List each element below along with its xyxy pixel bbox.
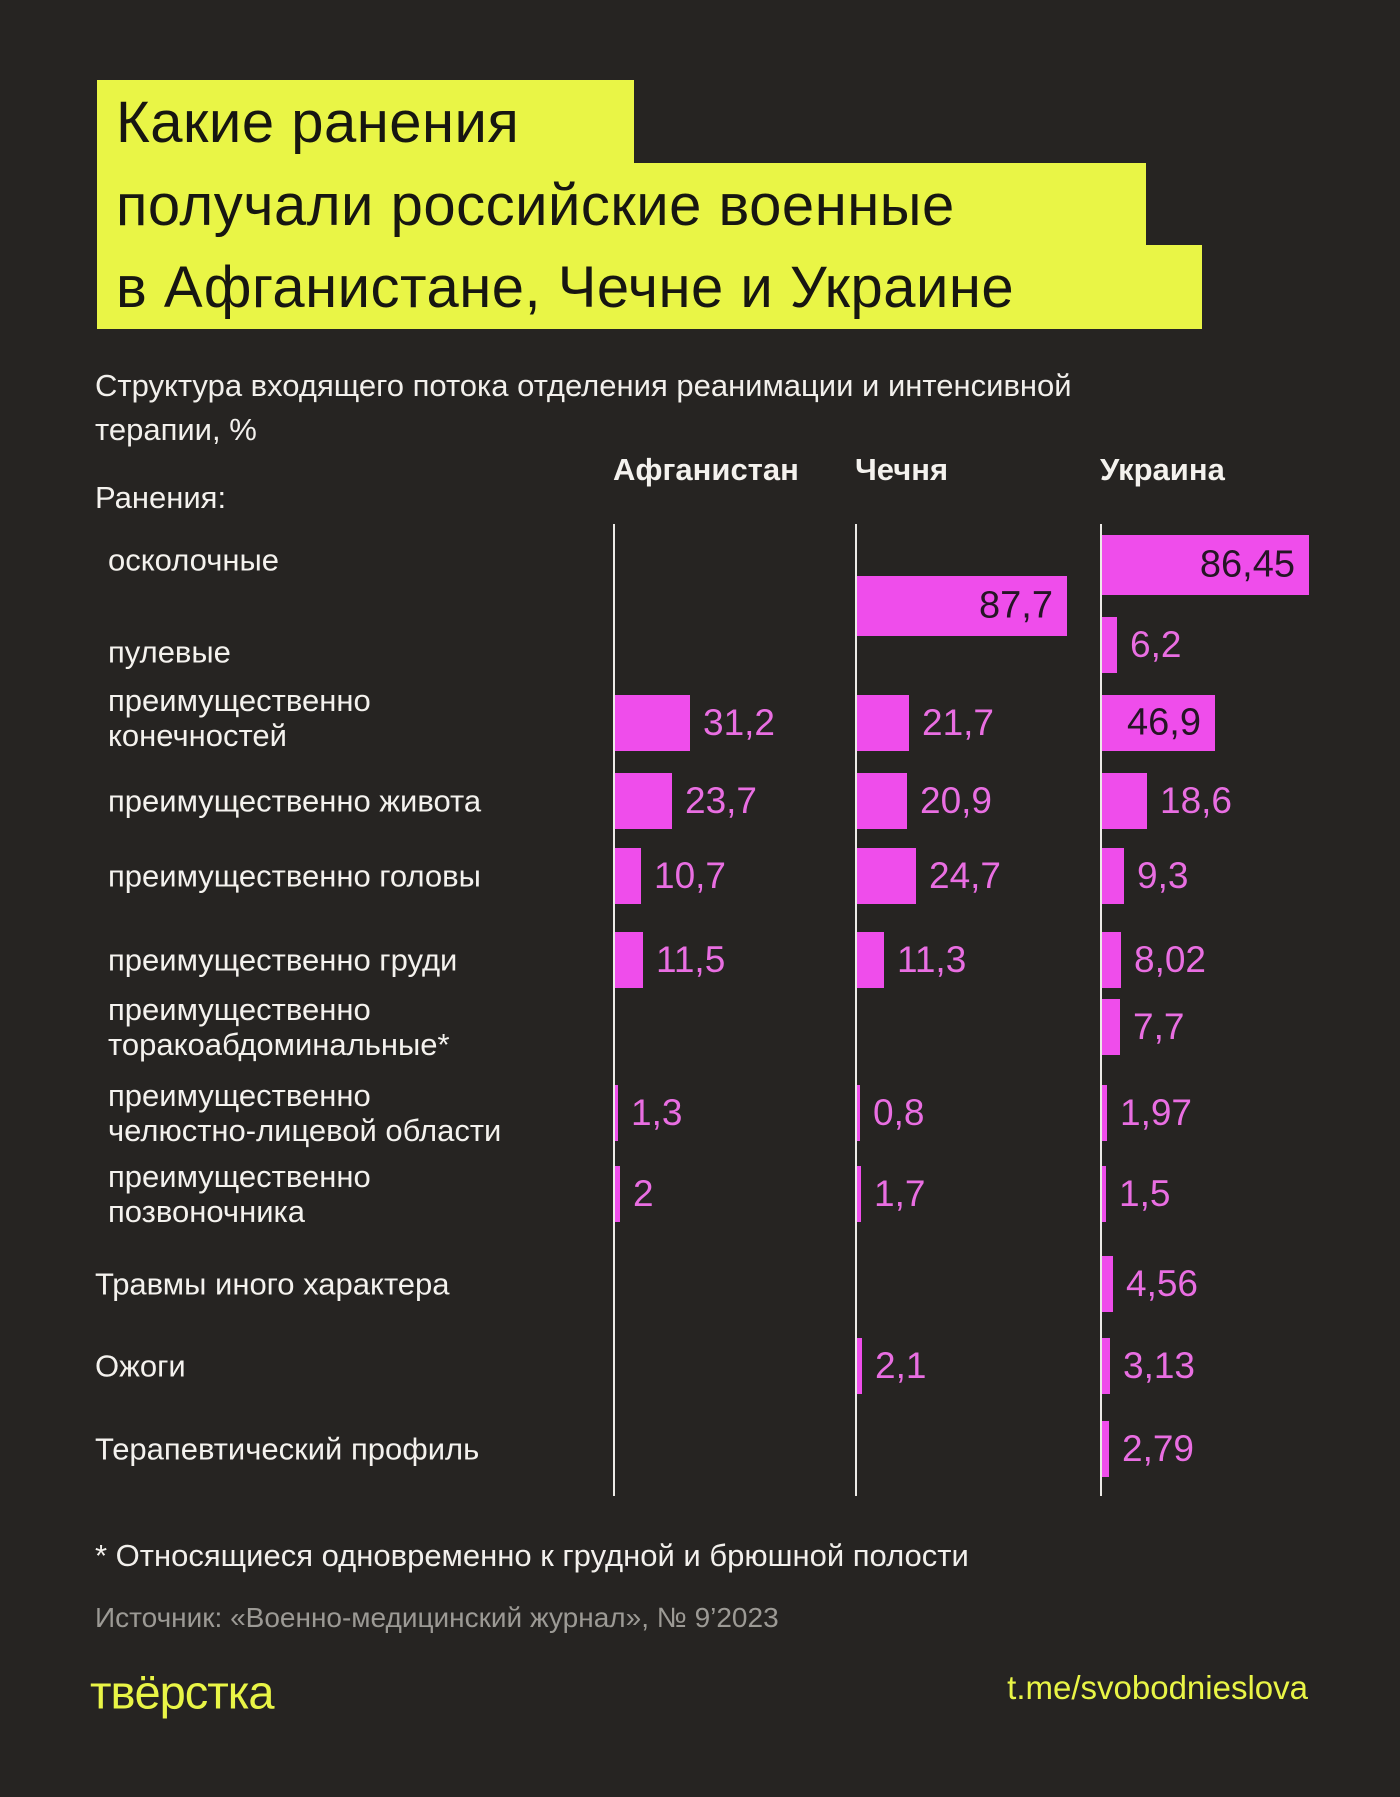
rows-caption: Ранения: [95,480,227,515]
row-label: преимущественно челюстно-лицевой области [108,1078,502,1148]
column-header-ukraine: Украина [1100,452,1225,487]
bar-value: 7,7 [1133,1006,1185,1047]
source-note: Источник: «Военно-медицинский журнал», №… [95,1602,779,1633]
axis-line-chechnya [855,524,857,1496]
bar-value: 10,7 [654,855,727,896]
title-line-1: Какие ранения [97,80,634,165]
bar [615,932,643,988]
bar [1102,1338,1110,1394]
bar-value: 2,79 [1122,1428,1195,1469]
bar-value: 3,13 [1123,1345,1196,1386]
bar-value: 4,56 [1126,1263,1199,1304]
title-line-3: в Афганистане, Чечне и Украине [97,245,1202,329]
bar [1102,999,1120,1055]
row-label: Терапевтический профиль [95,1431,480,1467]
bar [1102,1421,1109,1477]
bar: 86,45 [1102,535,1309,595]
bar [857,1085,860,1141]
bar [1102,617,1117,673]
bar-value: 87,7 [979,584,1053,627]
bar [857,1166,861,1222]
bar [857,848,916,904]
bar [1102,773,1147,829]
bar-value: 24,7 [929,855,1002,896]
bar [857,695,909,751]
bar-value: 1,5 [1119,1173,1171,1214]
bar [615,695,690,751]
bar [615,1085,618,1141]
bar-value: 20,9 [920,780,993,821]
bar-value: 1,3 [631,1092,683,1133]
bar [1102,1256,1113,1312]
bar-value: 11,3 [897,939,967,980]
verstka-logo: твёрстка [90,1665,275,1719]
row-label: Ожоги [95,1348,186,1384]
column-header-afghanistan: Афганистан [613,452,799,487]
row-label: Травмы иного характера [95,1266,450,1302]
bar-value: 8,02 [1134,939,1207,980]
row-label: пулевые [108,634,231,670]
bar [1102,932,1121,988]
bar-value: 2 [633,1173,654,1214]
bar [615,848,641,904]
title-line-2: получали российские военные [97,163,1146,247]
row-label: преимущественно торакоабдоминальные* [108,992,450,1062]
bar [1102,848,1124,904]
bar [1102,1085,1107,1141]
bar-value: 23,7 [685,780,758,821]
bar-value: 1,97 [1120,1092,1193,1133]
bar-value: 46,9 [1127,701,1201,744]
row-label: преимущественно позвоночника [108,1159,371,1229]
row-label: преимущественно груди [108,942,458,978]
bar [1102,1166,1106,1222]
bar-value: 31,2 [703,702,776,743]
bar-value: 2,1 [875,1345,927,1386]
chart-subtitle: Структура входящего потока отделения реа… [95,368,1072,447]
column-header-chechnya: Чечня [855,452,949,487]
bar-value: 11,5 [656,939,726,980]
telegram-link[interactable]: t.me/svobodnieslova [1007,1669,1308,1706]
row-label: преимущественно головы [108,858,481,894]
axis-line-afghanistan [613,524,615,1496]
bar-value: 18,6 [1160,780,1233,821]
bar [615,1166,620,1222]
bar [857,773,907,829]
bar-value: 1,7 [874,1173,926,1214]
bar [615,773,672,829]
row-label: преимущественно живота [108,783,482,819]
bar-value: 0,8 [873,1092,925,1133]
row-label: осколочные [108,542,279,578]
row-label: преимущественно конечностей [108,683,371,753]
bar-value: 86,45 [1199,543,1295,586]
footnote: * Относящиеся одновременно к грудной и б… [95,1538,969,1573]
bar: 87,7 [857,576,1067,636]
bar-value: 21,7 [922,702,995,743]
axis-line-ukraine [1100,524,1102,1496]
bar-value: 6,2 [1130,624,1182,665]
bar: 46,9 [1102,695,1215,751]
bar [857,1338,862,1394]
bar-value: 9,3 [1137,855,1189,896]
bar [857,932,884,988]
